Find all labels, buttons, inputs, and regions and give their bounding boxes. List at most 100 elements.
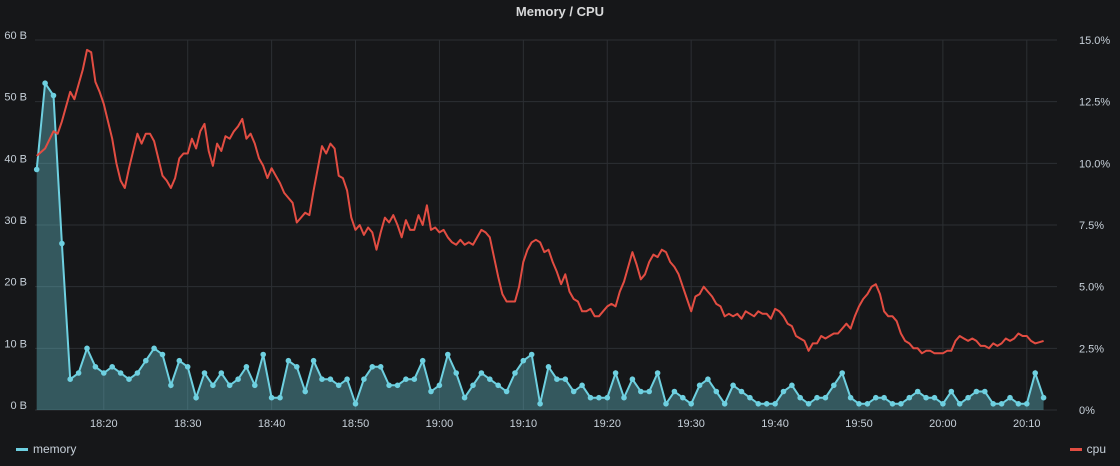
data-point-memory <box>982 388 988 395</box>
data-point-memory <box>789 382 795 389</box>
data-point-memory <box>42 80 48 86</box>
data-point-memory <box>755 401 762 407</box>
x-tick: 20:10 <box>1013 418 1041 430</box>
y-tick-right: 0% <box>1079 405 1095 417</box>
y-tick-right: 15.0% <box>1079 35 1110 47</box>
legend-swatch-memory <box>16 447 28 451</box>
data-point-memory <box>394 382 401 389</box>
data-point-memory <box>528 351 535 358</box>
data-point-memory <box>1007 394 1013 401</box>
data-point-memory <box>193 394 199 401</box>
data-point-memory <box>671 388 678 395</box>
data-point-memory <box>92 364 99 370</box>
data-point-memory <box>898 401 904 407</box>
x-tick: 19:40 <box>761 418 789 430</box>
data-point-memory <box>335 382 342 389</box>
data-point-memory <box>721 401 728 407</box>
y-tick-right: 2.5% <box>1079 343 1104 355</box>
legend-item-cpu[interactable]: cpu <box>1069 442 1106 456</box>
data-point-memory <box>294 364 300 370</box>
data-point-memory <box>109 364 115 370</box>
data-point-memory <box>67 376 73 383</box>
data-point-memory <box>285 357 292 364</box>
y-tick-left: 20 B <box>4 277 27 289</box>
data-point-memory <box>1024 401 1030 407</box>
data-point-memory <box>654 370 661 376</box>
data-point-memory <box>596 394 602 401</box>
data-point-memory <box>696 382 703 389</box>
data-point-memory <box>856 401 862 407</box>
x-tick: 19:00 <box>426 418 454 430</box>
data-point-memory <box>965 394 971 401</box>
data-point-memory <box>168 382 174 389</box>
data-point-memory <box>931 394 938 401</box>
data-point-memory <box>873 394 879 401</box>
data-point-memory <box>839 370 845 376</box>
data-point-memory <box>470 382 476 389</box>
data-point-memory <box>646 388 652 395</box>
data-point-memory <box>461 394 468 401</box>
data-point-memory <box>201 370 208 376</box>
legend-item-memory[interactable]: memory <box>16 442 76 456</box>
y-tick-right: 10.0% <box>1079 158 1110 170</box>
data-point-memory <box>50 92 57 99</box>
data-point-memory <box>352 401 359 407</box>
data-point-memory <box>940 401 946 407</box>
y-tick-right: 12.5% <box>1079 97 1110 109</box>
data-point-memory <box>772 401 778 407</box>
data-point-memory <box>235 376 241 383</box>
data-point-memory <box>59 240 65 247</box>
legend-swatch-cpu <box>1069 447 1082 451</box>
data-point-memory <box>579 382 585 389</box>
data-point-memory <box>218 370 225 376</box>
x-tick: 19:10 <box>510 418 538 430</box>
chart-title: Memory / CPU <box>515 4 605 19</box>
data-point-memory <box>226 382 233 389</box>
x-tick: 19:50 <box>845 418 873 430</box>
x-tick: 19:30 <box>677 418 705 430</box>
data-point-memory <box>881 394 887 401</box>
data-point-memory <box>604 394 611 401</box>
data-point-memory <box>570 388 577 395</box>
y-tick-left: 30 B <box>4 215 27 227</box>
data-point-memory <box>377 364 384 370</box>
data-point-memory <box>587 394 594 401</box>
data-point-memory <box>512 370 518 376</box>
x-tick: 20:00 <box>929 418 957 430</box>
data-point-memory <box>84 345 90 352</box>
data-point-memory <box>705 376 711 383</box>
data-point-memory <box>117 370 124 376</box>
data-point-memory <box>956 401 963 407</box>
series-line-cpu <box>36 48 1044 355</box>
y-tick-right: 7.5% <box>1079 220 1104 232</box>
x-tick: 18:20 <box>90 418 118 430</box>
data-point-memory <box>738 388 745 395</box>
data-point-memory <box>411 376 418 383</box>
data-point-memory <box>914 388 921 395</box>
data-point-memory <box>621 394 627 401</box>
x-tick: 18:40 <box>258 418 286 430</box>
data-point-memory <box>847 394 854 401</box>
data-point-memory <box>713 388 720 395</box>
data-point-memory <box>923 394 929 401</box>
data-point-memory <box>1032 370 1038 376</box>
data-point-memory <box>134 370 141 376</box>
data-point-memory <box>612 370 619 376</box>
data-point-memory <box>403 376 409 383</box>
data-point-memory <box>243 364 250 370</box>
series-area-memory <box>36 83 1044 410</box>
data-point-memory <box>268 394 275 401</box>
data-point-memory <box>520 357 527 364</box>
data-point-memory <box>260 351 267 358</box>
data-point-memory <box>210 382 216 389</box>
data-point-memory <box>554 376 560 383</box>
data-point-memory <box>143 357 149 364</box>
data-point-memory <box>763 401 770 407</box>
data-point-memory <box>159 351 166 358</box>
data-point-memory <box>680 394 686 401</box>
data-point-memory <box>688 401 694 407</box>
data-point-memory <box>75 370 82 376</box>
y-tick-left: 10 B <box>4 338 27 350</box>
